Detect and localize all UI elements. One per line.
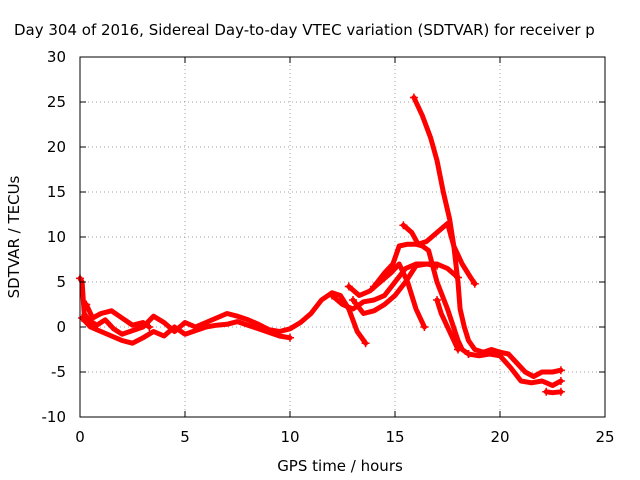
data-point-marker xyxy=(420,323,429,331)
y-tick-label: -5 xyxy=(51,363,66,381)
data-series-8 xyxy=(400,221,478,287)
data-point-marker xyxy=(78,314,87,322)
data-point-marker xyxy=(344,282,353,291)
y-tick-label: 5 xyxy=(56,273,66,291)
x-tick-label: 0 xyxy=(75,428,85,446)
data-point-marker xyxy=(328,291,336,300)
y-tick-label: 20 xyxy=(47,138,66,156)
data-series xyxy=(76,93,565,396)
data-point-marker xyxy=(399,221,408,230)
data-point-marker xyxy=(433,296,441,304)
data-point-marker xyxy=(145,323,154,331)
x-tick-label: 25 xyxy=(595,428,614,446)
x-tick-label: 5 xyxy=(180,428,190,446)
data-point-marker xyxy=(470,279,479,288)
y-tick-label: 10 xyxy=(47,228,66,246)
data-point-marker xyxy=(409,93,418,102)
data-point-marker xyxy=(361,339,370,348)
data-point-marker xyxy=(464,350,473,358)
data-series-7 xyxy=(371,241,471,357)
data-point-marker xyxy=(556,387,565,396)
plot-frame xyxy=(79,56,606,418)
y-tick-label: -10 xyxy=(42,408,67,426)
x-tick-label: 10 xyxy=(280,428,299,446)
y-tick-label: 15 xyxy=(47,183,66,201)
y-tick-label: 25 xyxy=(47,93,66,111)
data-series-3 xyxy=(83,302,152,330)
y-tick-label: 0 xyxy=(56,318,66,336)
chart-title: Day 304 of 2016, Sidereal Day-to-day VTE… xyxy=(14,21,595,39)
data-series-9 xyxy=(411,95,564,379)
y-tick-label: 30 xyxy=(47,48,66,66)
axis-ticks: 0 5 10 15 20 25 -10 -5 0 5 10 15 20 25 30 xyxy=(42,48,615,446)
data-series-2 xyxy=(79,315,293,346)
data-point-marker xyxy=(349,296,357,304)
data-point-marker xyxy=(370,282,378,291)
data-point-marker xyxy=(286,333,294,342)
data-point-marker xyxy=(454,345,462,354)
x-tick-label: 15 xyxy=(385,428,404,446)
data-series-11 xyxy=(434,297,461,352)
data-point-marker xyxy=(82,300,91,309)
data-series-10 xyxy=(466,351,564,388)
data-series-6 xyxy=(350,261,440,316)
data-series-5 xyxy=(346,261,427,330)
data-series-1 xyxy=(77,275,369,346)
x-axis-label: GPS time / hours xyxy=(277,457,403,475)
y-axis-label: SDTVAR / TECUs xyxy=(5,175,23,298)
data-point-marker xyxy=(542,387,551,396)
data-point-marker xyxy=(556,366,565,375)
x-tick-label: 20 xyxy=(490,428,509,446)
grid xyxy=(80,57,605,417)
data-point-marker xyxy=(556,377,565,385)
